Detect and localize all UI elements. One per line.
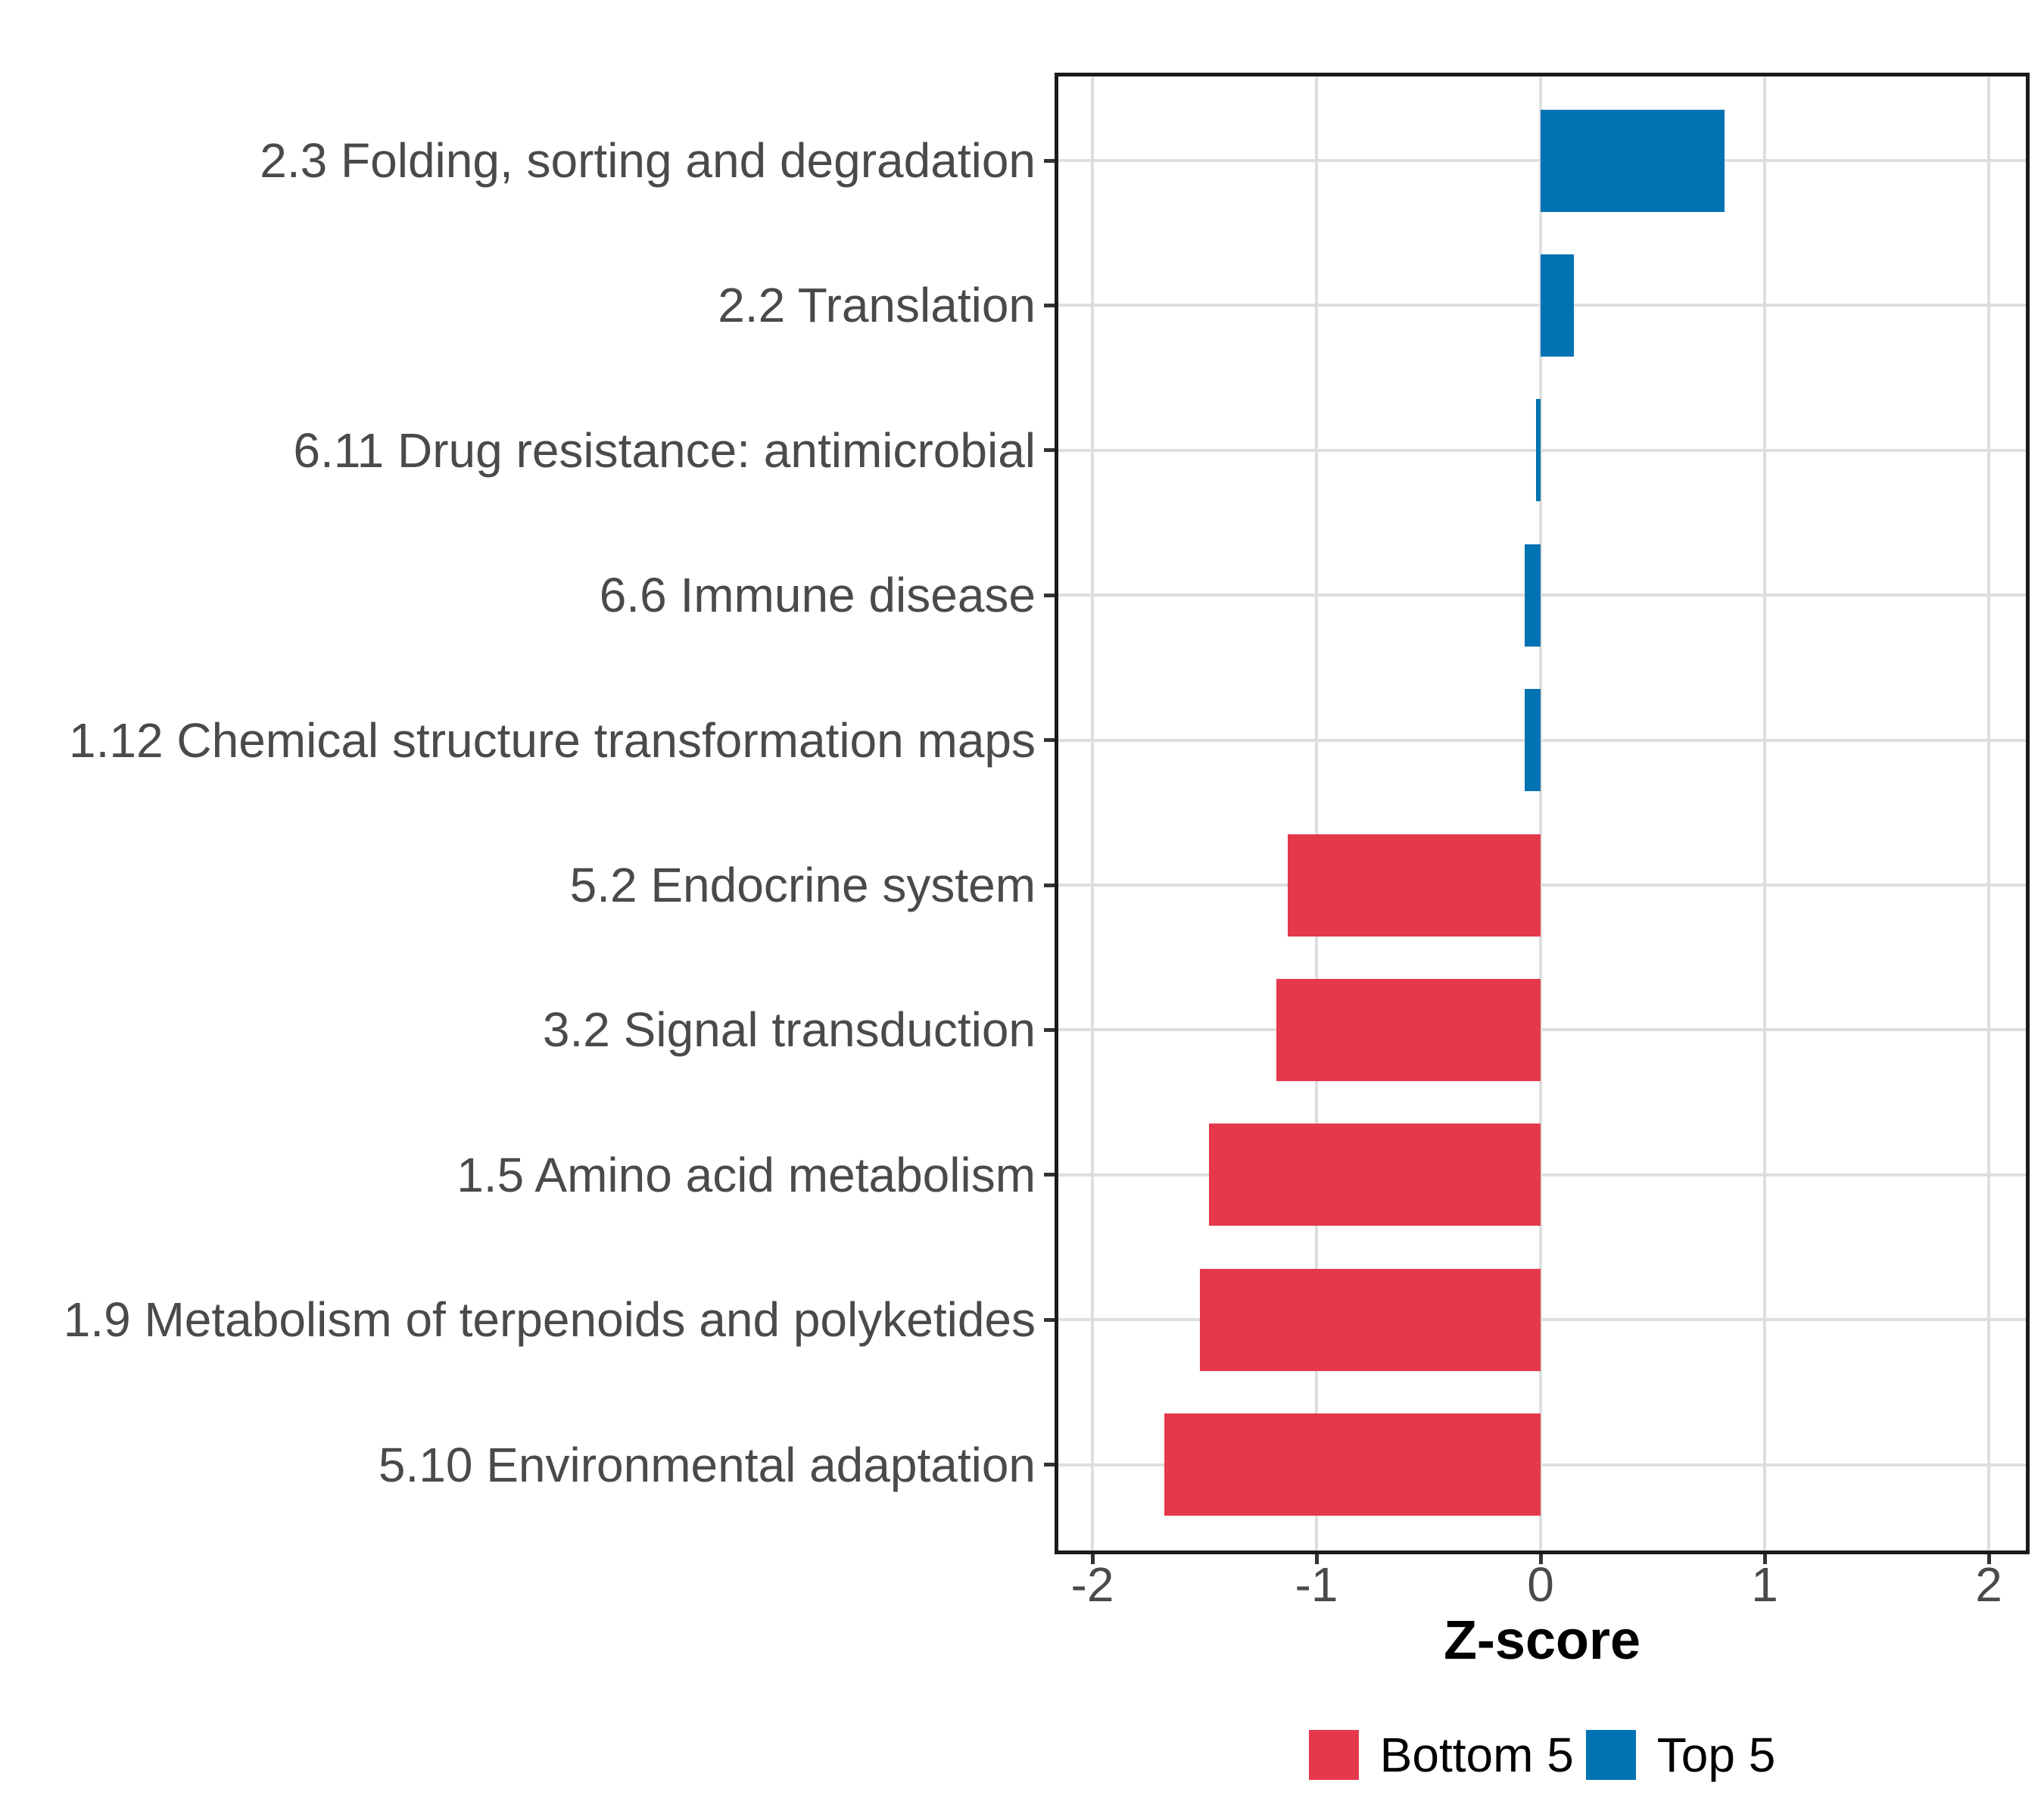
h-gridline [1058, 738, 2026, 742]
v-gridline [1763, 76, 1766, 1551]
v-gridline [1315, 76, 1318, 1551]
bar [1536, 399, 1541, 502]
y-axis-tick [1044, 738, 1055, 743]
x-tick-label: 2 [1975, 1557, 2002, 1612]
x-axis-tick [1090, 1554, 1095, 1564]
plot-panel [1055, 73, 2030, 1554]
y-axis-tick [1044, 1173, 1055, 1177]
category-label: 3.2 Signal transduction [542, 1002, 1036, 1058]
x-tick-label: -1 [1295, 1557, 1338, 1612]
category-label: 5.2 Endocrine system [569, 858, 1036, 912]
bar [1525, 544, 1541, 647]
y-axis-tick [1044, 1027, 1055, 1032]
v-gridline [1987, 76, 1990, 1551]
y-axis-tick [1044, 1463, 1055, 1467]
x-tick-label: -2 [1070, 1557, 1114, 1612]
category-label: 1.9 Metabolism of terpenoids and polyket… [63, 1292, 1036, 1348]
h-gridline [1058, 594, 2026, 597]
legend-key-swatch [1585, 1730, 1636, 1780]
h-gridline [1058, 884, 2026, 887]
category-label: 6.6 Immune disease [599, 568, 1036, 623]
bar [1287, 834, 1541, 937]
v-gridline [1539, 76, 1542, 1551]
bar [1200, 1268, 1541, 1371]
x-axis-title: Z-score [1443, 1610, 1641, 1671]
y-axis-tick [1044, 883, 1055, 887]
legend: Bottom 5 Top 5 [1055, 1730, 2030, 1780]
legend-item: Bottom 5 [1308, 1728, 1574, 1782]
h-gridline [1058, 1463, 2026, 1466]
x-tick-label: 1 [1751, 1557, 1778, 1612]
x-axis-tick [1314, 1554, 1319, 1564]
x-axis-tick [1986, 1554, 1991, 1564]
category-label: 1.12 Chemical structure transformation m… [69, 712, 1036, 768]
legend-label: Bottom 5 [1379, 1728, 1574, 1782]
h-gridline [1058, 1028, 2026, 1032]
category-label: 1.5 Amino acid metabolism [456, 1147, 1036, 1202]
y-axis-tick [1044, 448, 1055, 453]
v-gridline [1091, 76, 1094, 1551]
bar [1164, 1413, 1541, 1516]
bar [1208, 1124, 1541, 1226]
x-axis-tick [1538, 1554, 1543, 1564]
bar [1276, 978, 1541, 1081]
category-label: 5.10 Environmental adaptation [378, 1437, 1036, 1492]
bar [1541, 109, 1725, 212]
y-axis-tick [1044, 303, 1055, 307]
category-label: 6.11 Drug resistance: antimicrobial [293, 422, 1036, 478]
y-axis-tick [1044, 593, 1055, 597]
h-gridline [1058, 1318, 2026, 1322]
bar [1541, 254, 1575, 357]
h-gridline [1058, 1173, 2026, 1177]
category-label: 2.2 Translation [718, 278, 1036, 333]
y-axis-tick [1044, 158, 1055, 163]
x-axis-tick [1762, 1554, 1767, 1564]
h-gridline [1058, 448, 2026, 452]
x-tick-label: 0 [1527, 1557, 1554, 1612]
y-axis-tick [1044, 1317, 1055, 1322]
category-label: 2.3 Folding, sorting and degradation [260, 133, 1036, 188]
legend-item: Top 5 [1585, 1728, 1776, 1782]
legend-label: Top 5 [1656, 1728, 1776, 1782]
bar [1525, 689, 1541, 792]
legend-key-swatch [1308, 1730, 1359, 1780]
